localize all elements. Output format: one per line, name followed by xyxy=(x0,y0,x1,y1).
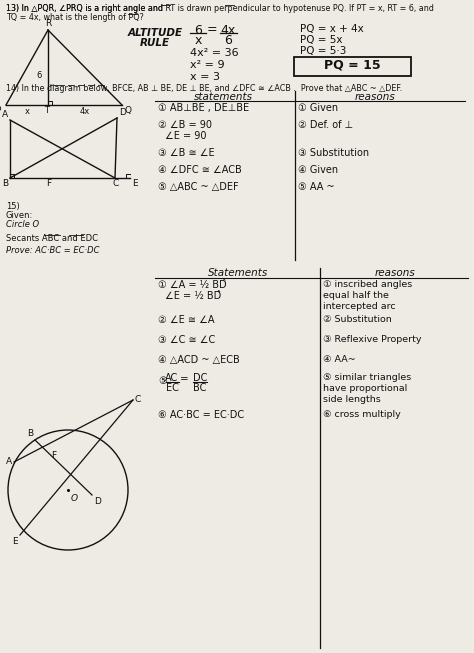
Text: E: E xyxy=(132,179,137,188)
Text: ① ∠A = ½ BD̂: ① ∠A = ½ BD̂ xyxy=(158,280,227,290)
Text: 6: 6 xyxy=(194,24,202,37)
Text: equal half the: equal half the xyxy=(323,291,389,300)
Text: ③ Reflexive Property: ③ Reflexive Property xyxy=(323,335,421,344)
Text: BC: BC xyxy=(193,383,207,393)
Text: A: A xyxy=(2,110,8,119)
Text: ① inscribed angles: ① inscribed angles xyxy=(323,280,412,289)
Text: TQ = 4x, what is the length of PQ?: TQ = 4x, what is the length of PQ? xyxy=(6,13,144,22)
Text: have proportional: have proportional xyxy=(323,384,407,393)
Text: D: D xyxy=(119,108,126,117)
Text: Secants ABC and EDC: Secants ABC and EDC xyxy=(6,234,98,243)
Text: 4x² = 36: 4x² = 36 xyxy=(190,48,238,58)
Text: P: P xyxy=(0,106,1,115)
Text: ALTITUDE: ALTITUDE xyxy=(128,28,182,38)
Text: O: O xyxy=(71,494,78,503)
Text: ④ ∠DFC ≅ ∠ACB: ④ ∠DFC ≅ ∠ACB xyxy=(158,165,242,175)
Text: C: C xyxy=(135,396,141,404)
Text: ⑤: ⑤ xyxy=(158,376,167,386)
Text: PQ = 15: PQ = 15 xyxy=(324,59,380,72)
Text: ④ △ACD ~ △ECB: ④ △ACD ~ △ECB xyxy=(158,355,240,365)
Text: =: = xyxy=(180,374,188,384)
Text: ⑤ AA ~: ⑤ AA ~ xyxy=(298,182,335,192)
Text: ③ Substitution: ③ Substitution xyxy=(298,148,369,158)
Text: ⑥ cross multiply: ⑥ cross multiply xyxy=(323,410,401,419)
Text: Statements: Statements xyxy=(208,268,268,278)
Text: ⑥ AC·BC = EC·DC: ⑥ AC·BC = EC·DC xyxy=(158,410,244,420)
Text: x: x xyxy=(194,34,202,47)
Text: ③ ∠B ≅ ∠E: ③ ∠B ≅ ∠E xyxy=(158,148,215,158)
Text: ① Given: ① Given xyxy=(298,103,338,113)
Text: 14) In the diagram below, BFCE, AB ⊥ BE, DE ⊥ BE, and ∠DFC ≅ ∠ACB .  Prove that : 14) In the diagram below, BFCE, AB ⊥ BE,… xyxy=(6,84,402,93)
Text: D: D xyxy=(94,497,101,506)
Text: B: B xyxy=(2,179,8,188)
Text: F: F xyxy=(51,451,56,460)
Text: ② Def. of ⊥: ② Def. of ⊥ xyxy=(298,120,353,130)
Text: DC: DC xyxy=(193,373,207,383)
Text: ④ Given: ④ Given xyxy=(298,165,338,175)
Text: =: = xyxy=(207,24,217,37)
Text: reasons: reasons xyxy=(355,92,395,102)
Text: side lengths: side lengths xyxy=(323,395,381,404)
Text: C: C xyxy=(113,179,119,188)
Text: R: R xyxy=(45,19,51,28)
Text: 13) In △PQR, ∠PRQ is a right angle and: 13) In △PQR, ∠PRQ is a right angle and xyxy=(6,4,165,13)
Text: ⑤ similar triangles: ⑤ similar triangles xyxy=(323,373,411,382)
Text: Q: Q xyxy=(125,106,132,115)
Text: PQ = 5x: PQ = 5x xyxy=(300,35,343,45)
Text: PQ = x + 4x: PQ = x + 4x xyxy=(300,24,364,34)
Text: 4x: 4x xyxy=(220,24,236,37)
Text: AC: AC xyxy=(165,373,179,383)
Text: statements: statements xyxy=(193,92,253,102)
Text: 6: 6 xyxy=(224,34,232,47)
Text: 15): 15) xyxy=(6,202,20,211)
Text: x = 3: x = 3 xyxy=(190,72,220,82)
Text: ∠E = ½ BD̂: ∠E = ½ BD̂ xyxy=(165,291,221,301)
Text: 6: 6 xyxy=(36,71,42,80)
Text: x² = 9: x² = 9 xyxy=(190,60,225,70)
Text: PQ = 5·3: PQ = 5·3 xyxy=(300,46,346,56)
Text: intercepted arc: intercepted arc xyxy=(323,302,396,311)
Text: RULE: RULE xyxy=(140,38,170,48)
Text: T: T xyxy=(45,106,49,115)
Text: Circle O: Circle O xyxy=(6,220,39,229)
Text: F: F xyxy=(46,179,52,188)
Text: reasons: reasons xyxy=(374,268,415,278)
Text: B: B xyxy=(27,429,33,438)
Text: A: A xyxy=(6,458,12,466)
Text: ① AB⊥BE , DE⊥BE: ① AB⊥BE , DE⊥BE xyxy=(158,103,249,113)
Text: 13) In △PQR, ∠PRQ is a right angle and RT is drawn perpendicular to hypotenuse P: 13) In △PQR, ∠PRQ is a right angle and R… xyxy=(6,4,434,13)
Text: ∠E = 90: ∠E = 90 xyxy=(165,131,207,141)
Text: ④ AA~: ④ AA~ xyxy=(323,355,356,364)
Text: 4x: 4x xyxy=(80,107,90,116)
Text: Given:: Given: xyxy=(6,211,33,220)
Text: ② Substitution: ② Substitution xyxy=(323,315,392,324)
Text: Prove: AC·BC = EC·DC: Prove: AC·BC = EC·DC xyxy=(6,246,100,255)
Text: E: E xyxy=(12,537,18,546)
Text: x: x xyxy=(25,107,29,116)
Text: EC: EC xyxy=(165,383,178,393)
Text: ② ∠E ≅ ∠A: ② ∠E ≅ ∠A xyxy=(158,315,215,325)
Text: ③ ∠C ≅ ∠C: ③ ∠C ≅ ∠C xyxy=(158,335,215,345)
Text: ⑤ △ABC ~ △DEF: ⑤ △ABC ~ △DEF xyxy=(158,182,238,192)
Text: ② ∠B = 90: ② ∠B = 90 xyxy=(158,120,212,130)
